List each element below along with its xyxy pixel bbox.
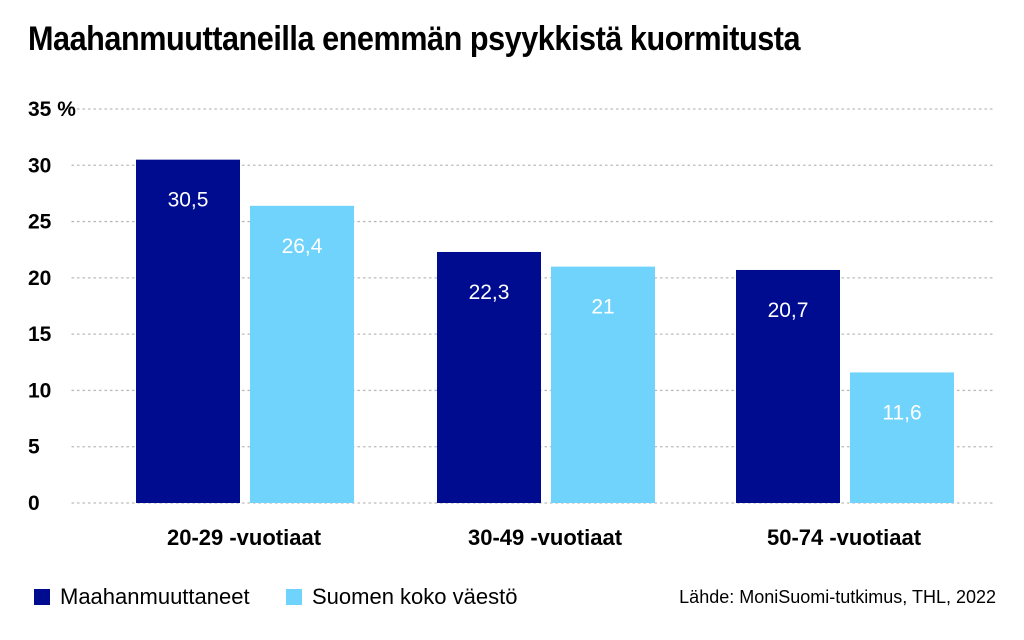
y-tick-label: 15: [28, 323, 52, 346]
legend-swatch-suomen-koko-vaesto: [286, 589, 302, 605]
bar-value-label: 22,3: [469, 281, 510, 304]
bar-value-label: 21: [591, 296, 614, 319]
y-tick-label: 10: [28, 379, 51, 402]
y-tick-label: 20: [28, 267, 51, 290]
x-tick-label: 20-29 -vuotiaat: [167, 525, 322, 550]
bar: [551, 266, 655, 503]
y-tick-label: 35 %: [28, 98, 76, 121]
legend-label-maahanmuuttaneet: Maahanmuuttaneet: [60, 584, 250, 609]
legend-item-maahanmuuttaneet: Maahanmuuttaneet: [34, 584, 250, 610]
bar-value-label: 26,4: [282, 235, 323, 258]
chart-title: Maahanmuuttaneilla enemmän psyykkistä ku…: [28, 20, 801, 58]
y-tick-label: 0: [28, 492, 40, 515]
legend-item-suomen-koko-vaesto: Suomen koko väestö: [286, 584, 517, 610]
legend-label-suomen-koko-vaesto: Suomen koko väestö: [312, 584, 518, 609]
bar-value-label: 11,6: [882, 401, 921, 424]
x-tick-label: 30-49 -vuotiaat: [468, 525, 623, 550]
y-tick-label: 30: [28, 154, 51, 177]
bar: [850, 372, 954, 503]
y-tick-label: 25: [28, 211, 52, 234]
bar: [250, 205, 354, 503]
bar: [136, 159, 240, 503]
y-tick-label: 5: [28, 436, 40, 459]
bar-value-label: 30,5: [168, 189, 209, 212]
bar-value-label: 20,7: [768, 299, 809, 322]
bar: [437, 251, 541, 503]
legend-swatch-maahanmuuttaneet: [34, 589, 50, 605]
source-note: Lähde: MoniSuomi-tutkimus, THL, 2022: [679, 587, 996, 607]
x-tick-label: 50-74 -vuotiaat: [767, 525, 922, 550]
bar: [736, 269, 840, 503]
